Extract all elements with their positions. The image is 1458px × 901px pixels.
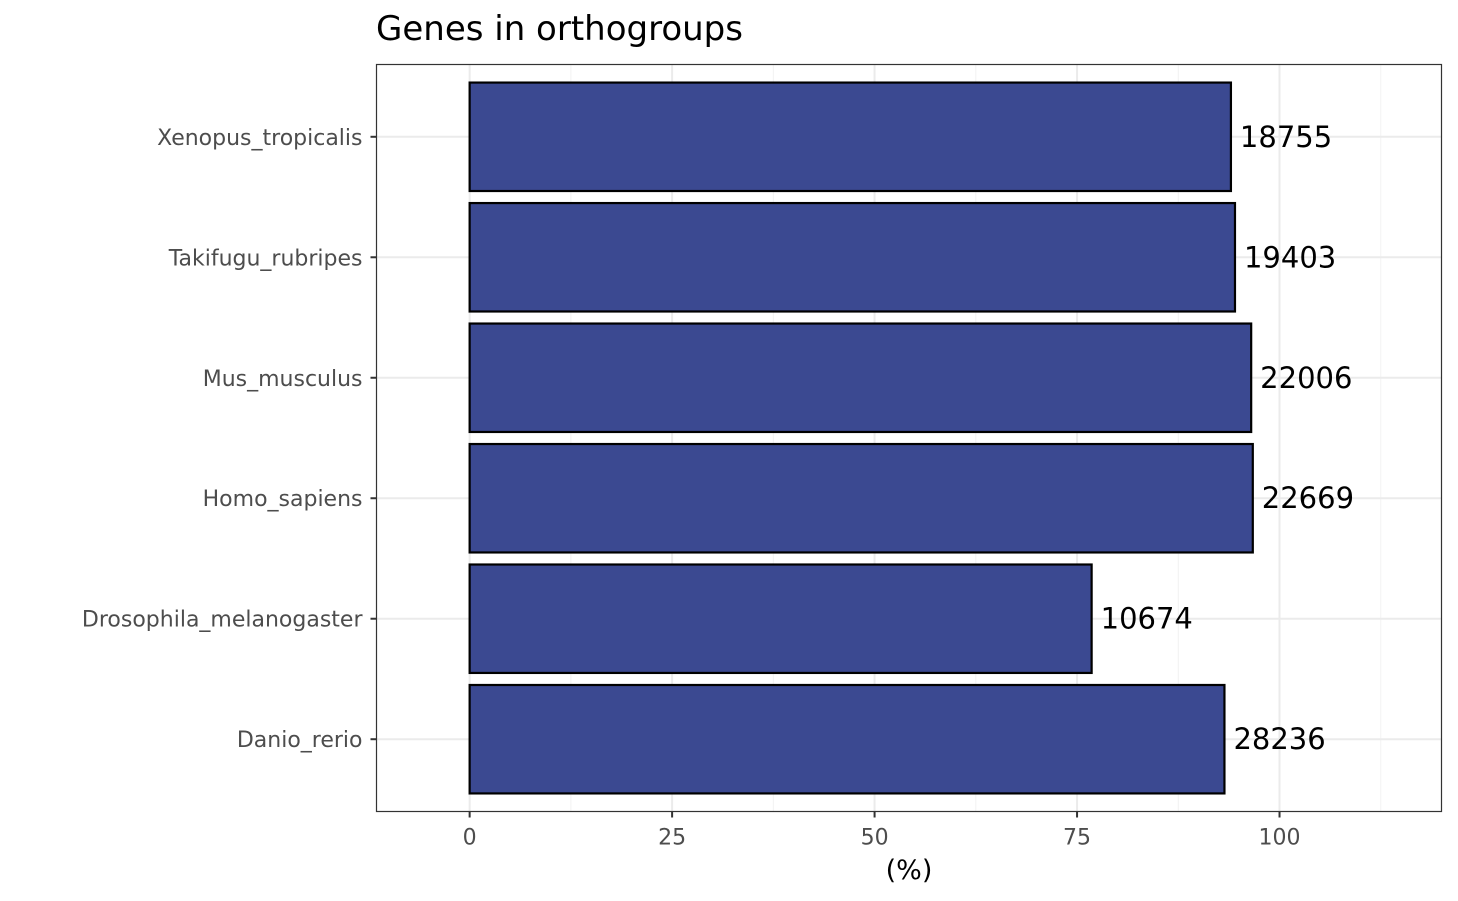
- bar-Danio_rerio: [468, 683, 1226, 795]
- bar-value-label: 19403: [1244, 240, 1336, 274]
- bar-value-label: 22006: [1260, 361, 1352, 395]
- x-tick-label: 50: [861, 826, 889, 851]
- bar-value-label: 10674: [1101, 602, 1193, 636]
- bar-Homo_sapiens: [468, 442, 1254, 554]
- x-tick-label: 75: [1063, 826, 1091, 851]
- x-axis-title: (%): [886, 855, 933, 886]
- bar-Takifugu_rubripes: [468, 201, 1237, 313]
- y-tick-label: Takifugu_rubripes: [168, 246, 363, 271]
- bar-Xenopus_tropicalis: [468, 81, 1233, 193]
- bars: 28236 10674 22669 22006 19403 18755: [468, 81, 1354, 795]
- bar-value-label: 18755: [1240, 120, 1332, 154]
- bar-value-label: 22669: [1262, 481, 1354, 515]
- x-axis: 0 25 50 75 100: [463, 811, 1301, 851]
- x-tick-label: 25: [658, 826, 686, 851]
- y-tick-label: Mus_musculus: [203, 367, 363, 392]
- y-axis: Danio_rerio Drosophila_melanogaster Homo_s…: [82, 126, 377, 753]
- x-tick-label: 100: [1259, 826, 1301, 851]
- x-tick-label: 0: [463, 826, 477, 851]
- y-tick-label: Xenopus_tropicalis: [157, 126, 362, 151]
- chart-title: Genes in orthogroups: [376, 9, 743, 49]
- y-tick-label: Homo_sapiens: [203, 487, 363, 512]
- bar-value-label: 28236: [1233, 722, 1325, 756]
- plot-panel-border: [375, 63, 1443, 813]
- y-tick-label: Danio_rerio: [237, 728, 363, 753]
- bar-Drosophila_melanogaster: [468, 563, 1093, 675]
- y-tick-label: Drosophila_melanogaster: [82, 608, 364, 633]
- bar-Mus_musculus: [468, 322, 1253, 434]
